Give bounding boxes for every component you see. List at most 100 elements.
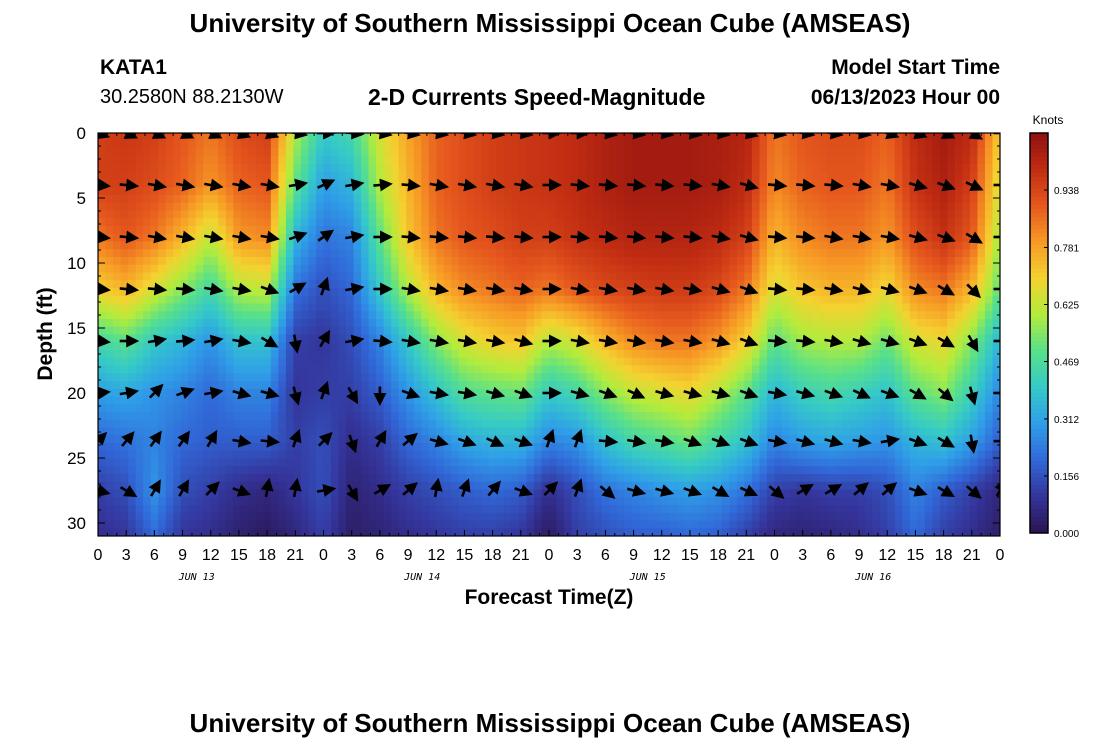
heat-cell [549, 164, 558, 173]
heat-cell [143, 450, 152, 460]
heat-cell [639, 264, 648, 274]
heat-cell [195, 427, 204, 436]
heat-cell [879, 311, 888, 320]
heat-cell [729, 164, 738, 173]
heat-cell [564, 249, 573, 258]
heat-cell [285, 249, 295, 258]
heat-cell [766, 264, 776, 274]
heat-cell [240, 350, 249, 359]
heat-cell [368, 202, 377, 212]
heat-cell [218, 450, 227, 460]
heat-cell [789, 388, 798, 398]
heat-cell [218, 171, 227, 181]
heat-cell [285, 404, 295, 413]
heat-cell [759, 303, 768, 312]
heat-cell [676, 156, 685, 165]
heat-cell [391, 133, 400, 142]
heat-cell [684, 334, 693, 343]
heat-cell [624, 350, 633, 359]
heat-cell [150, 140, 159, 150]
heat-cell [624, 295, 633, 305]
heat-cell [669, 334, 678, 343]
heat-cell [391, 396, 400, 405]
heat-cell [503, 171, 513, 181]
heat-cell [691, 272, 700, 281]
heat-cell [240, 412, 249, 421]
heat-cell [361, 202, 370, 212]
heat-cell [451, 450, 460, 460]
heat-cell [451, 288, 460, 297]
heat-cell [654, 218, 663, 227]
heat-cell [331, 334, 340, 343]
heat-cell [797, 133, 806, 142]
heat-cell [511, 357, 520, 367]
heat-cell [624, 241, 633, 250]
heat-cell [293, 257, 302, 266]
heat-cell [676, 179, 685, 188]
heat-cell [158, 280, 167, 289]
heat-cell [902, 435, 911, 444]
heat-cell [188, 226, 197, 235]
heat-cell [646, 218, 655, 227]
heat-cell [300, 319, 310, 328]
heat-cell [263, 249, 272, 258]
heat-cell [932, 210, 941, 219]
heat-cell [759, 202, 768, 212]
heat-cell [248, 381, 257, 390]
heat-cell [804, 381, 813, 390]
heat-cell [353, 272, 362, 281]
heat-cell [857, 381, 866, 390]
heat-cell [135, 202, 144, 212]
heat-cell [766, 365, 776, 374]
heat-cell [631, 202, 640, 212]
heat-cell [751, 443, 761, 452]
heat-cell [240, 303, 249, 312]
heat-cell [173, 334, 182, 343]
heat-cell [331, 404, 340, 413]
heat-cell [338, 210, 347, 219]
heat-cell [421, 350, 430, 359]
heat-cell [857, 326, 866, 336]
heat-cell [285, 179, 295, 188]
heat-cell [721, 226, 730, 235]
heat-cell [263, 218, 272, 227]
heat-cell [165, 450, 174, 460]
heat-cell [361, 350, 370, 359]
heat-cell [992, 202, 1000, 212]
heat-cell [473, 233, 482, 243]
heat-cell [691, 241, 700, 250]
heat-cell [736, 326, 746, 336]
heat-cell [165, 295, 174, 305]
heat-cell [285, 264, 295, 274]
heat-cell [346, 148, 355, 157]
heat-cell [353, 412, 362, 421]
heat-cell [526, 350, 535, 359]
heat-cell [887, 210, 896, 219]
heat-cell [684, 272, 693, 281]
heat-cell [706, 295, 715, 305]
heat-cell [932, 226, 941, 235]
heat-cell [969, 164, 979, 173]
heat-cell [564, 233, 573, 243]
heat-cell [571, 295, 580, 305]
heat-cell [503, 233, 513, 243]
heat-cell [684, 280, 693, 289]
heat-cell [113, 272, 122, 281]
heat-cell [113, 412, 122, 421]
heat-cell [594, 435, 603, 444]
heat-cell [135, 187, 144, 196]
heat-cell [759, 311, 768, 320]
heat-cell [188, 381, 197, 390]
heat-cell [549, 350, 558, 359]
heat-cell [383, 427, 392, 436]
heat-cell [300, 140, 310, 150]
heat-cell [218, 342, 227, 351]
heat-cell [300, 202, 310, 212]
heat-cell [571, 357, 580, 367]
heat-cell [443, 342, 452, 351]
heat-cell [488, 311, 497, 320]
heat-cell [744, 365, 753, 374]
heat-cell [834, 311, 843, 320]
heat-cell [270, 412, 279, 421]
heat-cell [421, 295, 430, 305]
